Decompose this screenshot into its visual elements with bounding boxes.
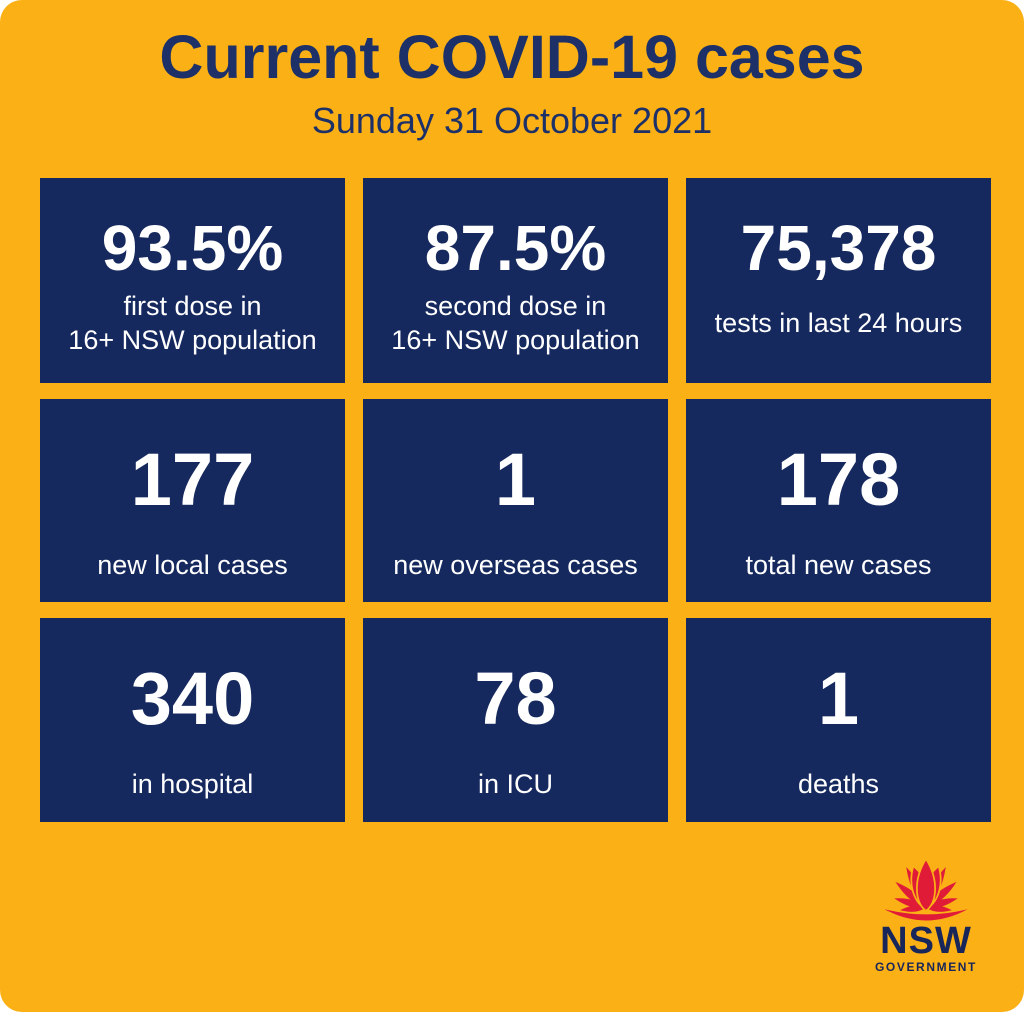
stat-value: 178: [776, 437, 901, 521]
logo-suffix-text: GOVERNMENT: [874, 960, 977, 974]
stat-card-new-overseas-cases: 1 new overseas cases: [363, 399, 668, 602]
stat-label: new local cases: [97, 549, 288, 580]
stat-value: 78: [474, 657, 557, 741]
stat-label: tests in last 24 hours: [714, 308, 963, 339]
page-title: Current COVID-19 cases: [159, 23, 865, 91]
nsw-government-logo: NSW GOVERNMENT: [866, 852, 986, 974]
stat-value: 177: [130, 437, 255, 521]
stat-label: in hospital: [131, 769, 254, 800]
stat-card-second-dose: 87.5% second dose in 16+ NSW population: [363, 178, 668, 383]
stats-grid: 93.5% first dose in 16+ NSW population 8…: [40, 178, 991, 822]
stat-value: 87.5%: [424, 212, 607, 284]
logo-org-text: NSW: [880, 919, 972, 962]
stat-label: first dose in 16+ NSW population: [68, 291, 317, 355]
stat-card-in-hospital: 340 in hospital: [40, 618, 345, 822]
stat-label: in ICU: [477, 769, 553, 800]
stat-label: total new cases: [745, 549, 932, 580]
stat-card-first-dose: 93.5% first dose in 16+ NSW population: [40, 178, 345, 383]
stat-card-new-local-cases: 177 new local cases: [40, 399, 345, 602]
stat-value: 1: [494, 437, 537, 521]
stat-card-in-icu: 78 in ICU: [363, 618, 668, 822]
stat-label: deaths: [797, 769, 880, 800]
stat-card-tests: 75,378 tests in last 24 hours: [686, 178, 991, 383]
stat-label: second dose in 16+ NSW population: [391, 291, 640, 355]
stat-label: new overseas cases: [393, 549, 638, 580]
stat-card-deaths: 1 deaths: [686, 618, 991, 822]
header: Current COVID-19 cases Sunday 31 October…: [0, 23, 1024, 142]
stat-card-total-new-cases: 178 total new cases: [686, 399, 991, 602]
stat-value: 340: [130, 657, 255, 741]
stat-value: 93.5%: [101, 212, 284, 284]
stat-value: 1: [817, 657, 860, 741]
date-subtitle: Sunday 31 October 2021: [311, 100, 713, 142]
stat-value: 75,378: [740, 212, 937, 284]
waratah-flower-icon: [873, 852, 979, 930]
